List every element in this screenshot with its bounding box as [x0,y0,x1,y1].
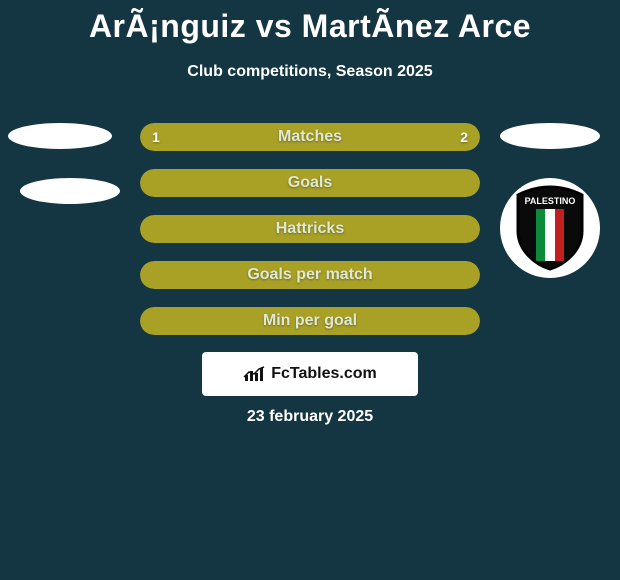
page-subtitle: Club competitions, Season 2025 [0,63,620,81]
palestino-crest-icon: PALESTINO [514,185,586,271]
bar-label: Min per goal [263,312,357,330]
stat-bar-min-per-goal: Min per goal [140,307,480,335]
club-crest-right: PALESTINO [500,178,600,278]
bar-value-right: 2 [460,129,468,145]
stat-bar-hattricks: Hattricks [140,215,480,243]
footer-date: 23 february 2025 [0,408,620,426]
stat-bar-goals: Goals [140,169,480,197]
player-left-slot-2 [20,178,120,204]
bar-chart-icon [243,365,265,383]
stat-bar-goals-per-match: Goals per match [140,261,480,289]
bar-label: Goals per match [247,266,372,284]
player-left-slot-1 [8,123,112,149]
source-badge-text: FcTables.com [271,365,377,383]
player-right-slot-1 [500,123,600,149]
page-title: ArÃ¡nguiz vs MartÃ­nez Arce [0,0,620,45]
bar-value-left: 1 [152,129,160,145]
source-badge[interactable]: FcTables.com [202,352,418,396]
stat-bar-matches: 1 2 Matches [140,123,480,151]
crest-banner-text: PALESTINO [525,196,576,206]
stats-bars: 1 2 Matches Goals Hattricks Goals per match Mi… [140,123,480,353]
bar-label: Goals [288,174,332,192]
bar-label: Matches [278,128,342,146]
bar-label: Hattricks [276,220,344,238]
